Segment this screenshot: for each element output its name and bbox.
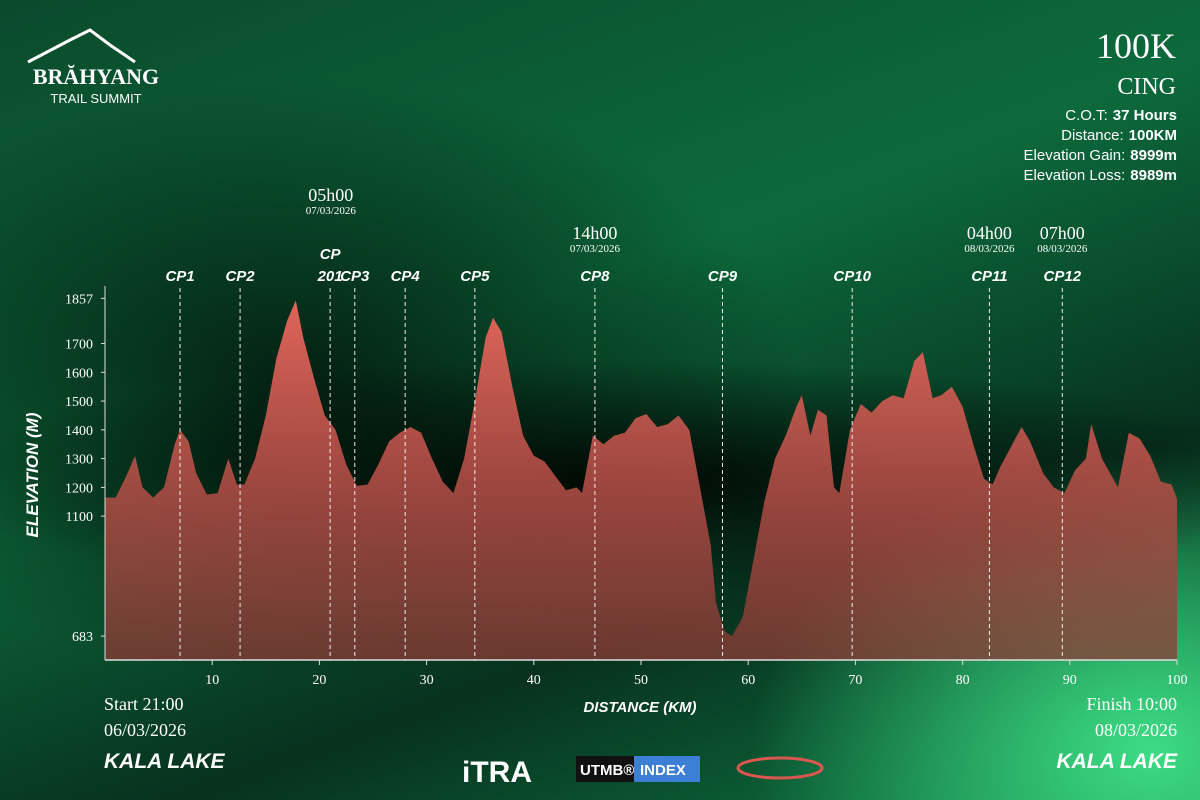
y-tick-label: 1857 <box>65 292 93 307</box>
logo-name: BRĂHYANG <box>33 64 159 89</box>
checkpoint-date: 07/03/2026 <box>306 205 357 217</box>
y-tick-label: 1200 <box>65 481 93 496</box>
x-tick-label: 20 <box>312 673 326 688</box>
x-axis-label: DISTANCE (KM) <box>583 699 696 716</box>
y-axis-label: ELEVATION (M) <box>23 412 42 537</box>
x-tick-label: 80 <box>956 673 970 688</box>
race-stat: Distance: 100KM <box>1061 127 1177 144</box>
checkpoint-time: 05h00 <box>308 185 353 205</box>
stat-label: Elevation Loss: <box>1024 167 1126 184</box>
stat-label: Distance: <box>1061 127 1124 144</box>
y-tick-label: 1600 <box>65 366 93 381</box>
y-tick-label: 683 <box>72 630 93 645</box>
x-tick-label: 10 <box>205 673 219 688</box>
checkpoint-date: 08/03/2026 <box>964 243 1015 255</box>
checkpoint-date: 08/03/2026 <box>1037 243 1088 255</box>
sponsor-utmb: UTMB® <box>580 762 634 779</box>
checkpoint-time: 04h00 <box>967 223 1012 243</box>
elevation-area <box>105 300 1177 660</box>
utmb-box <box>576 756 634 782</box>
stat-value: 100KM <box>1129 127 1177 144</box>
checkpoint-name: CP <box>320 246 342 263</box>
x-tick-label: 90 <box>1063 673 1077 688</box>
stat-value: 37 Hours <box>1113 107 1177 124</box>
y-tick-label: 1100 <box>66 510 93 525</box>
checkpoint-time: 14h00 <box>572 223 617 243</box>
x-tick-label: 30 <box>420 673 434 688</box>
start-time: Start 21:00 <box>104 694 184 714</box>
start-place: KALA LAKE <box>104 750 226 773</box>
race-stat: C.O.T: 37 Hours <box>1065 107 1177 124</box>
y-tick-label: 1700 <box>65 338 93 353</box>
finish-place: KALA LAKE <box>1056 750 1178 773</box>
x-tick-label: 50 <box>634 673 648 688</box>
y-tick-label: 1400 <box>65 424 93 439</box>
x-tick-label: 100 <box>1167 673 1188 688</box>
checkpoint-date: 07/03/2026 <box>570 243 621 255</box>
start-date: 06/03/2026 <box>104 720 186 740</box>
stat-value: 8989m <box>1130 167 1177 184</box>
race-subtitle: CING <box>1117 74 1176 100</box>
stat-label: C.O.T: <box>1065 107 1108 124</box>
checkpoint-name: CP4 <box>391 268 421 285</box>
race-stat: Elevation Loss: 8989m <box>1024 167 1177 184</box>
checkpoint-name: CP9 <box>708 268 738 285</box>
checkpoint-name: CP1 <box>165 268 194 285</box>
y-tick-label: 1300 <box>65 453 93 468</box>
checkpoint-name: 201 <box>317 268 343 285</box>
checkpoint-name: CP10 <box>833 268 871 285</box>
stat-value: 8999m <box>1130 147 1177 164</box>
checkpoint-name: CP8 <box>580 268 610 285</box>
finish-date: 08/03/2026 <box>1095 720 1177 740</box>
race-stat: Elevation Gain: 8999m <box>1024 147 1177 164</box>
sponsor-logo <box>736 756 824 780</box>
logo-mountain <box>27 28 136 64</box>
race-title: 100K <box>1096 26 1176 66</box>
index-box <box>634 756 700 782</box>
x-tick-label: 70 <box>848 673 862 688</box>
y-tick-label: 1500 <box>65 395 93 410</box>
sponsor-index: INDEX <box>640 762 686 779</box>
logo-tagline: TRAIL SUMMIT <box>50 91 141 106</box>
stat-label: Elevation Gain: <box>1024 147 1126 164</box>
checkpoint-name: CP12 <box>1044 268 1082 285</box>
checkpoint-name: CP11 <box>971 268 1007 285</box>
finish-time: Finish 10:00 <box>1086 694 1177 714</box>
checkpoint-name: CP5 <box>460 268 490 285</box>
checkpoint-name: CP2 <box>225 268 255 285</box>
checkpoint-time: 07h00 <box>1040 223 1085 243</box>
sponsor-itra: iTRA <box>462 756 532 789</box>
checkpoint-name: CP3 <box>340 268 370 285</box>
x-tick-label: 40 <box>527 673 541 688</box>
x-tick-label: 60 <box>741 673 755 688</box>
